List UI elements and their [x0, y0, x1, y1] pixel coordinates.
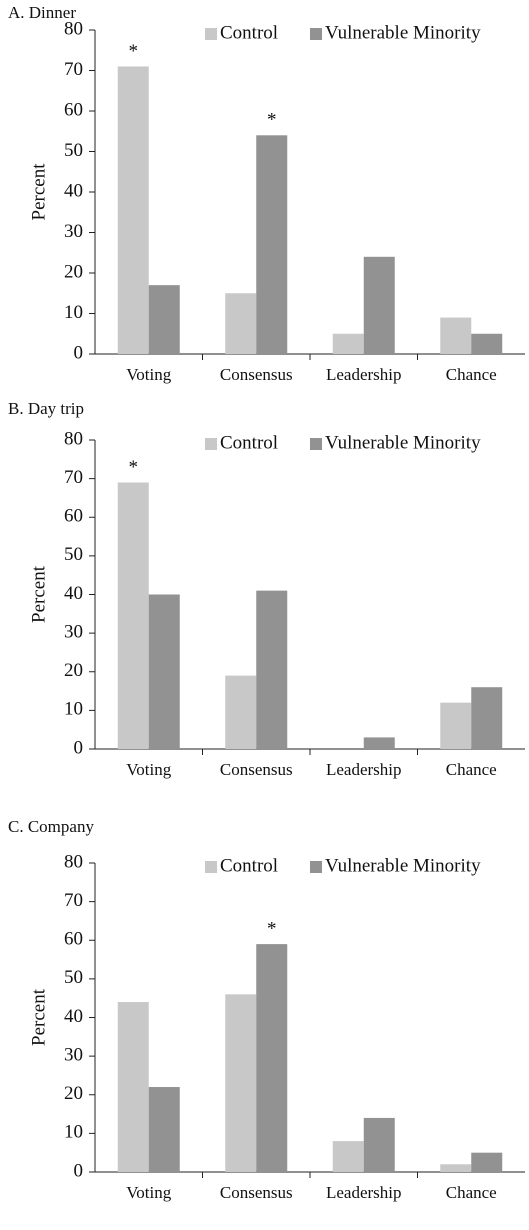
legend-swatch	[310, 438, 322, 450]
y-tick-label: 20	[64, 1083, 83, 1104]
y-tick-label: 0	[74, 1160, 84, 1181]
legend-label: Control	[220, 432, 278, 453]
bar	[363, 737, 395, 749]
bar	[363, 256, 395, 354]
bar	[256, 135, 288, 354]
legend-swatch	[205, 438, 217, 450]
significance-mark: *	[267, 110, 277, 131]
x-tick-label: Leadership	[326, 365, 402, 384]
y-tick-label: 30	[64, 621, 83, 642]
y-tick-label: 60	[64, 506, 83, 527]
y-tick-label: 10	[64, 699, 83, 720]
y-tick-label: 80	[64, 428, 83, 449]
y-axis-label: Percent	[28, 988, 49, 1046]
bar	[117, 482, 149, 749]
bar	[117, 66, 149, 354]
significance-mark: *	[129, 41, 139, 62]
y-axis-label: Percent	[28, 163, 49, 221]
bar	[471, 333, 503, 354]
bar	[148, 594, 180, 749]
x-tick-label: Voting	[126, 1183, 172, 1202]
bar	[471, 1152, 503, 1172]
legend-swatch	[310, 861, 322, 873]
y-tick-label: 40	[64, 1006, 83, 1027]
legend-label: Control	[220, 22, 278, 43]
y-axis-label: Percent	[28, 565, 49, 623]
bar	[225, 293, 257, 354]
bar	[225, 675, 257, 749]
legend-label: Vulnerable Minority	[325, 855, 481, 876]
bar	[440, 702, 472, 749]
bar	[440, 317, 472, 354]
bar	[256, 590, 288, 749]
y-tick-label: 40	[64, 583, 83, 604]
y-tick-label: 40	[64, 180, 83, 201]
y-tick-label: 20	[64, 660, 83, 681]
y-tick-label: 0	[74, 737, 84, 758]
y-tick-label: 10	[64, 302, 83, 323]
y-tick-label: 30	[64, 221, 83, 242]
bar	[256, 944, 288, 1172]
legend-swatch	[205, 28, 217, 40]
x-tick-label: Consensus	[220, 760, 293, 779]
y-tick-label: 70	[64, 890, 83, 911]
y-tick-label: 70	[64, 467, 83, 488]
bar	[332, 333, 364, 354]
legend-swatch	[205, 861, 217, 873]
bar	[148, 1087, 180, 1172]
x-tick-label: Voting	[126, 760, 172, 779]
significance-mark: *	[267, 918, 277, 939]
y-tick-label: 30	[64, 1044, 83, 1065]
x-tick-label: Leadership	[326, 1183, 402, 1202]
y-tick-label: 60	[64, 99, 83, 120]
y-tick-label: 0	[74, 342, 84, 363]
chart-title: C. Company	[8, 817, 94, 836]
x-tick-label: Voting	[126, 365, 172, 384]
legend-label: Vulnerable Minority	[325, 432, 481, 453]
legend-swatch	[310, 28, 322, 40]
x-tick-label: Consensus	[220, 365, 293, 384]
x-tick-label: Leadership	[326, 760, 402, 779]
bar	[440, 1164, 472, 1172]
x-tick-label: Chance	[446, 1183, 497, 1202]
bar	[471, 687, 503, 749]
x-tick-label: Consensus	[220, 1183, 293, 1202]
y-tick-label: 60	[64, 929, 83, 950]
bar	[148, 285, 180, 354]
y-tick-label: 80	[64, 18, 83, 39]
y-tick-label: 50	[64, 967, 83, 988]
y-tick-label: 20	[64, 261, 83, 282]
chart-title: B. Day trip	[8, 399, 84, 418]
x-tick-label: Chance	[446, 760, 497, 779]
y-tick-label: 80	[64, 851, 83, 872]
significance-mark: *	[129, 457, 139, 478]
legend-label: Control	[220, 855, 278, 876]
chart-title: A. Dinner	[8, 3, 76, 22]
legend-label: Vulnerable Minority	[325, 22, 481, 43]
x-tick-label: Chance	[446, 365, 497, 384]
bar	[332, 1141, 364, 1172]
y-tick-label: 50	[64, 544, 83, 565]
y-tick-label: 70	[64, 59, 83, 80]
y-tick-label: 10	[64, 1122, 83, 1143]
bar	[225, 994, 257, 1172]
y-tick-label: 50	[64, 140, 83, 161]
bar	[363, 1117, 395, 1172]
bar	[117, 1002, 149, 1172]
